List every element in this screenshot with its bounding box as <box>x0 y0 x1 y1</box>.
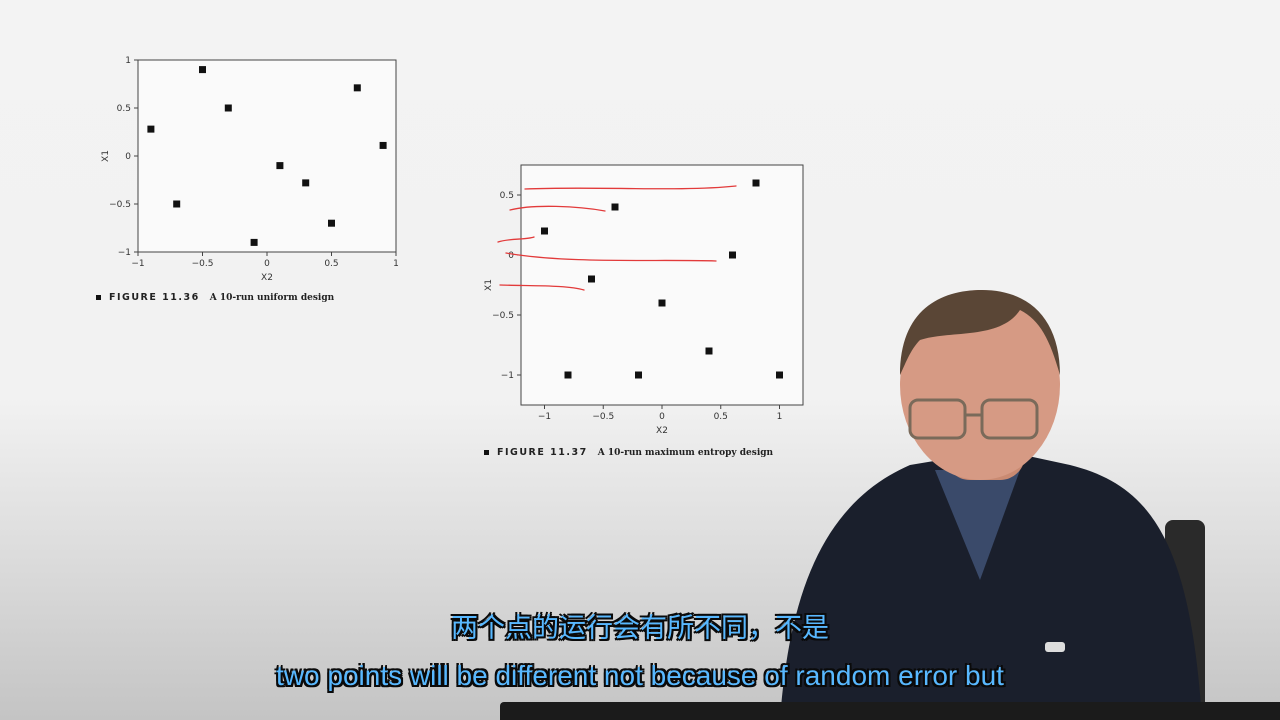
subtitle-chinese: 两个点的运行会有所不同，不是 <box>451 613 829 644</box>
data-point <box>541 227 548 235</box>
shirt-logo-icon <box>1045 642 1065 652</box>
y-axis-label: X1 <box>484 279 494 291</box>
data-point <box>564 371 572 379</box>
figure-number: FIGURE 11.36 <box>109 292 200 303</box>
y-tick-label: −1 <box>118 248 131 258</box>
data-point <box>353 84 361 92</box>
x-tick-label: 1 <box>777 412 783 422</box>
annotation-stroke <box>505 252 717 262</box>
figure-11-36-chart: −1 −0.5 0 0.5 1 1 0.5 0 −0.5 −1 X2 X1 <box>101 56 399 283</box>
glasses-right <box>980 398 1039 440</box>
data-point <box>224 104 232 112</box>
x-tick-label: −1 <box>131 259 144 269</box>
data-point <box>302 179 310 187</box>
x-axis-label: X2 <box>261 273 273 283</box>
x-tick-label: −0.5 <box>592 412 614 422</box>
data-point <box>635 371 642 379</box>
subtitle-english: two points will be different not because… <box>276 660 1004 691</box>
glasses-left <box>908 398 967 440</box>
annotation-stroke <box>509 205 606 212</box>
head <box>900 290 1060 480</box>
data-point <box>705 347 713 355</box>
plot-frame <box>137 59 397 253</box>
x-tick-label: 0.5 <box>324 259 338 269</box>
presenter-video <box>780 290 1205 720</box>
player-control-bar[interactable] <box>500 702 1280 720</box>
y-tick-label: 0.5 <box>117 104 131 114</box>
annotation-stroke <box>497 236 535 243</box>
data-point <box>147 125 155 133</box>
y-tick-label: −0.5 <box>109 200 131 210</box>
figure-description: A 10-run maximum entropy design <box>597 447 774 458</box>
data-point <box>776 371 783 379</box>
data-point <box>658 299 666 307</box>
plot-frame <box>520 164 804 406</box>
caption-bullet-icon <box>96 295 101 300</box>
hair <box>900 290 1060 375</box>
y-tick-label: 0.5 <box>500 191 514 201</box>
x-tick-label: −0.5 <box>192 259 214 269</box>
collar <box>935 470 1020 580</box>
shirt <box>780 450 1202 720</box>
data-point <box>729 251 736 259</box>
y-tick-label: 0 <box>508 251 514 261</box>
data-point <box>752 179 760 187</box>
figure-11-37-chart: −1 −0.5 0 0.5 1 0.5 0 −0.5 −1 X2 X1 <box>484 164 804 436</box>
y-axis-label: X1 <box>101 150 111 162</box>
data-point <box>173 200 181 208</box>
figure-number: FIGURE 11.37 <box>497 447 588 458</box>
x-axis-label: X2 <box>656 426 668 436</box>
x-tick-label: 0.5 <box>714 412 728 422</box>
data-point <box>328 219 335 227</box>
x-tick-label: 1 <box>393 259 399 269</box>
caption-bullet-icon <box>484 450 489 455</box>
data-point <box>199 66 206 74</box>
data-point <box>611 203 619 211</box>
figure-description: A 10-run uniform design <box>209 292 335 303</box>
x-tick-label: −1 <box>538 412 551 422</box>
data-point <box>588 275 595 283</box>
y-tick-label: 0 <box>125 152 131 162</box>
data-point <box>379 141 387 149</box>
figure-11-36-caption: FIGURE 11.36 A 10-run uniform design <box>96 292 334 303</box>
y-tick-label: −1 <box>501 371 514 381</box>
y-tick-label: 1 <box>125 56 131 66</box>
y-tick-label: −0.5 <box>492 311 514 321</box>
data-point <box>250 238 258 246</box>
data-point <box>276 162 284 170</box>
x-tick-label: 0 <box>264 259 270 269</box>
annotation-stroke <box>499 284 585 291</box>
figure-11-37-caption: FIGURE 11.37 A 10-run maximum entropy de… <box>484 447 773 458</box>
x-tick-label: 0 <box>659 412 665 422</box>
annotation-stroke <box>524 185 737 190</box>
